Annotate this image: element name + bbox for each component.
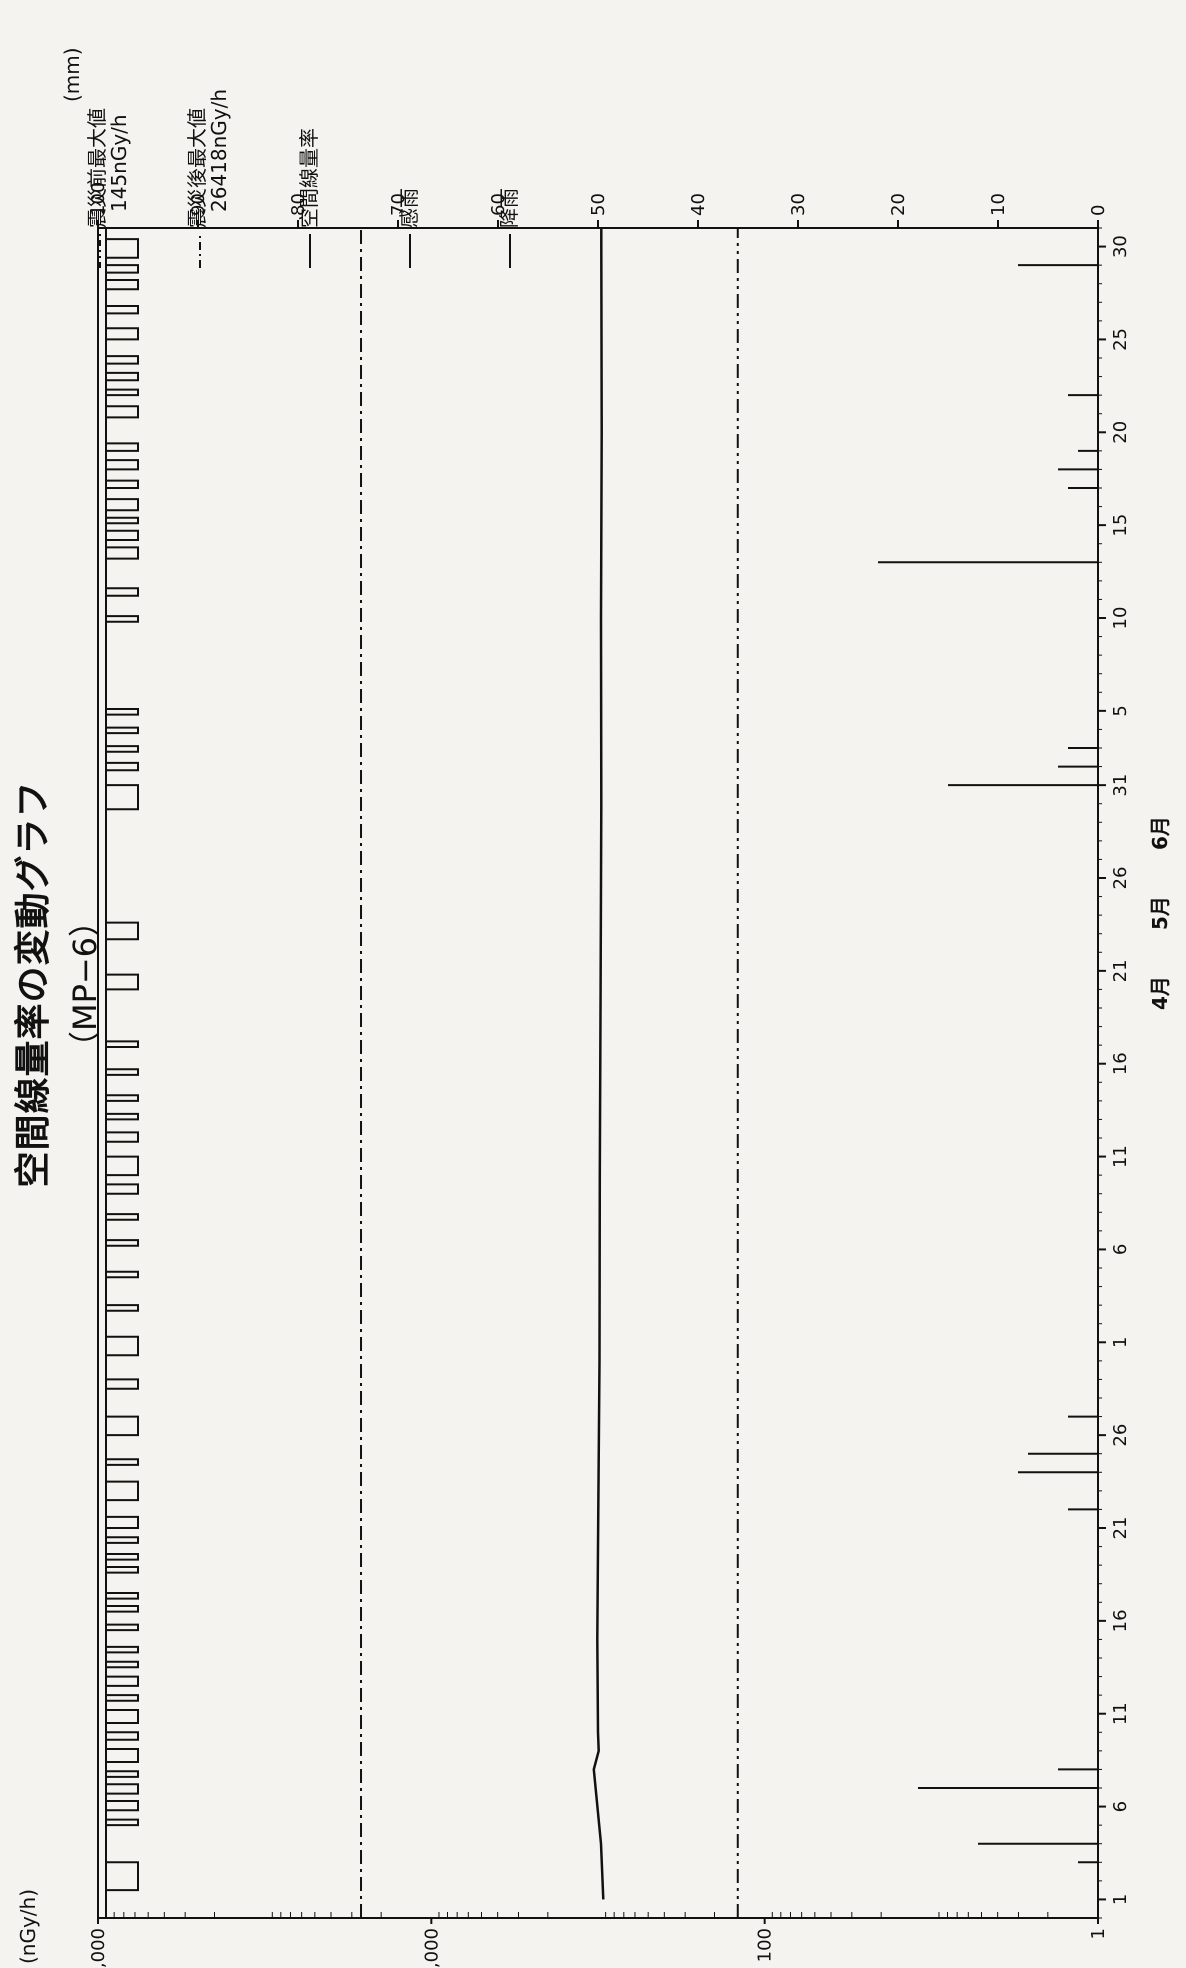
y-left-tick-label: 100: [755, 1928, 776, 1962]
x-tick-label: 11: [1110, 1702, 1131, 1725]
x-tick-label: 11: [1110, 1145, 1131, 1168]
y-left-tick-label: 10,000: [421, 1928, 442, 1968]
rain-sense-pulse: [106, 1041, 138, 1047]
rain-sense-pulse: [106, 1647, 138, 1653]
rain-sense-pulse: [106, 1537, 138, 1543]
x-tick-label: 16: [1110, 1052, 1131, 1075]
x-tick-label: 20: [1110, 421, 1131, 444]
rain-sense-pulse: [106, 1677, 138, 1686]
rain-sense-pulse: [106, 239, 138, 258]
y-right-tick-label: 100: [88, 182, 109, 216]
rain-sense-pulse: [106, 1862, 138, 1890]
rain-sense-pulse: [106, 265, 138, 272]
rain-sense-pulse: [106, 1801, 138, 1810]
y-right-tick-label: 70: [388, 193, 409, 216]
x-tick-label: 31: [1110, 774, 1131, 797]
rain-sense-pulse: [106, 1417, 138, 1436]
x-tick-label: 15: [1110, 514, 1131, 537]
x-tick-label: 10: [1110, 607, 1131, 630]
y-right-tick-label: 30: [788, 193, 809, 216]
rain-sense-pulse: [106, 1184, 138, 1193]
y-right-tick-label: 0: [1088, 205, 1109, 216]
y-right-tick-label: 80: [288, 193, 309, 216]
rain-sense-pulse: [106, 280, 138, 289]
rain-sense-pulse: [106, 547, 138, 558]
x-tick-label: 21: [1110, 959, 1131, 982]
y-right-tick-label: 60: [488, 193, 509, 216]
dose-rate-line: [594, 228, 604, 1899]
x-tick-label: 26: [1110, 1424, 1131, 1447]
rain-sense-pulse: [106, 1095, 138, 1101]
rain-sense-pulse: [106, 1379, 138, 1388]
y-right-tick-label: 10: [988, 193, 1009, 216]
y-right-tick-label: 50: [588, 193, 609, 216]
rain-sense-pulse: [106, 923, 138, 940]
rain-sense-pulse: [106, 499, 138, 510]
y-right-tick-label: 40: [688, 193, 709, 216]
rain-sense-pulse: [106, 406, 138, 417]
x-tick-label: 5: [1110, 705, 1131, 716]
rain-sense-pulse: [106, 1820, 138, 1826]
rain-sense-pulse: [106, 763, 138, 770]
y-left-tick-label: 1,000,000: [88, 1928, 109, 1968]
rain-sense-pulse: [106, 373, 138, 380]
x-tick-label: 30: [1110, 235, 1131, 258]
rain-sense-pulse: [106, 1606, 138, 1612]
rain-sense-pulse: [106, 531, 138, 540]
rain-sense-pulse: [106, 746, 138, 752]
x-tick-label: 1: [1110, 1337, 1131, 1348]
rain-sense-pulse: [106, 1240, 138, 1246]
x-tick-label: 6: [1110, 1244, 1131, 1255]
rain-sense-pulse: [106, 1710, 138, 1723]
rain-sense-pulse: [106, 1272, 138, 1278]
rain-sense-pulse: [106, 481, 138, 488]
rain-sense-pulse: [106, 1459, 138, 1465]
rain-sense-pulse: [106, 1482, 138, 1501]
rain-sense-pulse: [106, 306, 138, 313]
rain-sense-pulse: [106, 1069, 138, 1075]
rain-sense-pulse: [106, 1337, 138, 1356]
rain-sense-pulse: [106, 709, 138, 715]
rain-sense-pulse: [106, 1567, 138, 1573]
rain-sense-pulse: [106, 975, 138, 990]
rain-sense-pulse: [106, 1732, 138, 1739]
rain-sense-pulse: [106, 390, 138, 396]
rain-sense-pulse: [106, 785, 138, 809]
rain-sense-pulse: [106, 1625, 138, 1631]
rain-sense-pulse: [106, 1771, 138, 1777]
rain-sense-pulse: [106, 1749, 138, 1762]
rain-sense-pulse: [106, 443, 138, 450]
rain-sense-pulse: [106, 1214, 138, 1220]
rain-sense-pulse: [106, 518, 138, 524]
y-left-tick-label: 1: [1088, 1928, 1109, 1939]
rain-sense-pulse: [106, 1517, 138, 1528]
rain-sense-pulse: [106, 1132, 138, 1141]
x-tick-label: 21: [1110, 1517, 1131, 1540]
y-right-tick-label: 90: [188, 193, 209, 216]
rain-sense-pulse: [106, 1157, 138, 1176]
rain-sense-pulse: [106, 1114, 138, 1120]
rain-sense-pulse: [106, 1554, 138, 1560]
x-tick-label: 26: [1110, 867, 1131, 890]
x-tick-label: 6: [1110, 1801, 1131, 1812]
x-tick-label: 1: [1110, 1894, 1131, 1905]
rain-sense-pulse: [106, 356, 138, 363]
rain-sense-pulse: [106, 616, 138, 622]
rain-sense-pulse: [106, 1695, 138, 1701]
y-right-tick-label: 20: [888, 193, 909, 216]
rain-sense-pulse: [106, 1784, 138, 1793]
rain-sense-pulse: [106, 1593, 138, 1599]
rain-sense-pulse: [106, 1305, 138, 1311]
rain-sense-pulse: [106, 728, 138, 734]
rain-sense-pulse: [106, 460, 138, 469]
rain-sense-pulse: [106, 328, 138, 339]
rain-sense-pulse: [106, 1662, 138, 1668]
rain-sense-pulse: [106, 588, 138, 595]
x-tick-label: 25: [1110, 328, 1131, 351]
x-tick-label: 16: [1110, 1609, 1131, 1632]
